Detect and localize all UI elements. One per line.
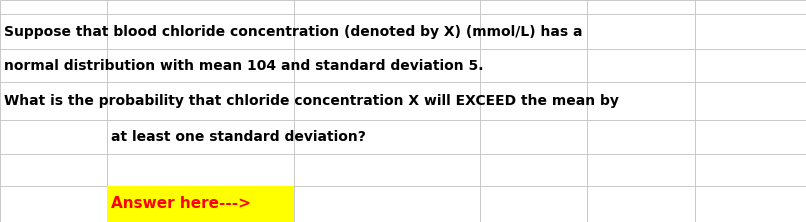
Text: Suppose that blood chloride concentration (denoted by X) (mmol/L) has a: Suppose that blood chloride concentratio… <box>4 24 583 38</box>
Text: at least one standard deviation?: at least one standard deviation? <box>111 130 366 144</box>
Text: Answer here--->: Answer here---> <box>111 196 251 212</box>
Text: What is the probability that chloride concentration X will EXCEED the mean by: What is the probability that chloride co… <box>4 94 619 108</box>
Bar <box>107 186 294 222</box>
Text: normal distribution with mean 104 and standard deviation 5.: normal distribution with mean 104 and st… <box>4 59 484 73</box>
